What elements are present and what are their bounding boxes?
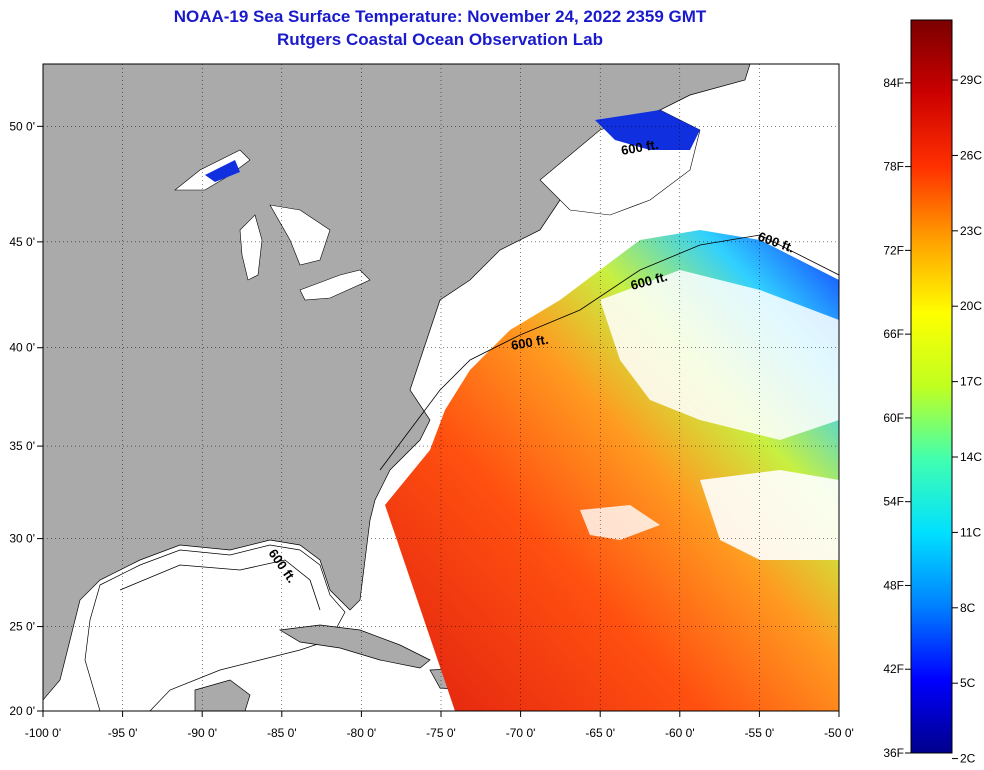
colorbar-celsius-labels: 2C 5C 8C 11C 14C 17C 20C 23C 26C 29C xyxy=(952,73,982,766)
cloud-patch xyxy=(700,470,839,560)
map-subtitle: Rutgers Coastal Ocean Observation Lab xyxy=(277,30,603,49)
lake-michigan xyxy=(239,214,263,281)
colorbar-f-label: 72F xyxy=(883,243,904,257)
colorbar-f-label: 42F xyxy=(883,662,904,676)
y-axis-ticks: 20 0' 25 0' 30 0' 35 0' 40 0' 45 0' 50 0' xyxy=(9,119,43,718)
colorbar-c-label: 20C xyxy=(960,299,982,313)
y-tick-label: 30 0' xyxy=(9,532,35,546)
x-tick-label: -100 0' xyxy=(25,726,61,740)
colorbar-c-label: 2C xyxy=(960,752,976,766)
colorbar-fahrenheit-labels: 36F 42F 48F 54F 60F 66F 72F 78F 84F xyxy=(883,76,911,760)
y-tick-label: 20 0' xyxy=(9,704,35,718)
contour-label: 600 ft. xyxy=(620,137,660,158)
colorbar-f-label: 48F xyxy=(883,578,904,592)
cloud-patch xyxy=(600,270,839,440)
land-cuba xyxy=(278,624,431,669)
colorbar-f-label: 78F xyxy=(883,160,904,174)
y-tick-label: 45 0' xyxy=(9,235,35,249)
lake-huron xyxy=(269,204,331,266)
colorbar-c-label: 26C xyxy=(960,148,982,162)
colorbar-f-label: 84F xyxy=(883,76,904,90)
x-tick-label: -55 0' xyxy=(745,726,775,740)
colorbar-c-label: 14C xyxy=(960,450,982,464)
colorbar-c-label: 5C xyxy=(960,676,976,690)
x-tick-label: -50 0' xyxy=(824,726,854,740)
lake-erie-ontario xyxy=(299,269,371,301)
contour-600ft xyxy=(379,234,839,471)
colorbar-c-label: 17C xyxy=(960,375,982,389)
y-tick-label: 50 0' xyxy=(9,119,35,133)
x-tick-label: -85 0' xyxy=(267,726,297,740)
colorbar-f-label: 60F xyxy=(883,411,904,425)
cold-water-great-lakes xyxy=(205,160,240,182)
colorbar-c-label: 11C xyxy=(960,525,981,539)
x-tick-label: -75 0' xyxy=(426,726,456,740)
x-tick-label: -95 0' xyxy=(108,726,138,740)
lake-superior xyxy=(174,149,251,191)
colorbar xyxy=(910,19,953,754)
colorbar-f-label: 66F xyxy=(883,327,904,341)
map-title: NOAA-19 Sea Surface Temperature: Novembe… xyxy=(173,7,707,26)
x-tick-label: -90 0' xyxy=(187,726,217,740)
colorbar-f-label: 54F xyxy=(883,495,904,509)
x-tick-label: -60 0' xyxy=(665,726,695,740)
x-tick-label: -80 0' xyxy=(347,726,377,740)
y-tick-label: 35 0' xyxy=(9,439,35,453)
x-tick-label: -65 0' xyxy=(585,726,615,740)
x-axis-ticks: -100 0' -95 0' -90 0' -85 0' -80 0' -75 0' -70… xyxy=(25,711,854,740)
x-tick-label: -70 0' xyxy=(506,726,536,740)
colorbar-c-label: 23C xyxy=(960,224,982,238)
cloud-patch xyxy=(580,505,660,540)
colorbar-c-label: 8C xyxy=(960,601,976,615)
cold-water-st-lawrence xyxy=(595,110,700,150)
colorbar-f-label: 36F xyxy=(883,746,904,760)
contour-600ft-gulf xyxy=(119,559,321,611)
colorbar-c-label: 29C xyxy=(960,73,982,87)
land-yucatan xyxy=(194,679,251,711)
y-tick-label: 25 0' xyxy=(9,620,35,634)
y-tick-label: 40 0' xyxy=(9,341,35,355)
